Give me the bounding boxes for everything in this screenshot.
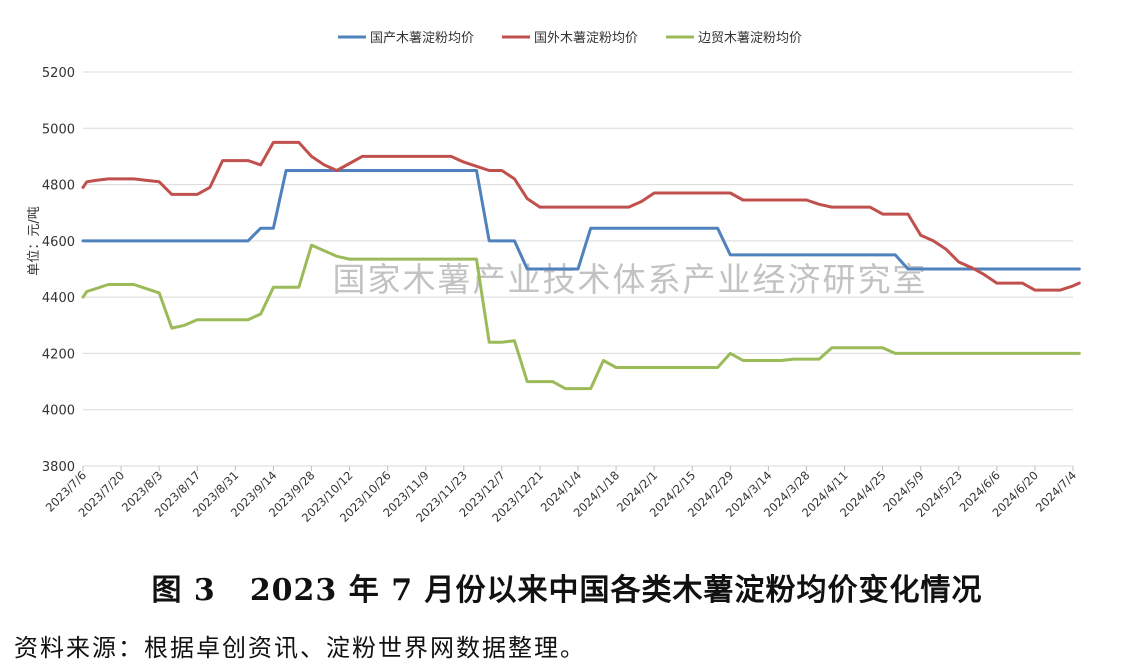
chart: 3800 4000 4200 4400 4600 4800 5000 5200 2023/7/… — [27, 31, 1081, 525]
y-tick-label: 4000 — [42, 404, 75, 419]
legend-label-2: 国外木薯淀粉均价 — [534, 31, 638, 46]
legend-label-3: 边贸木薯淀粉均价 — [698, 31, 802, 46]
y-tick-label: 4600 — [42, 235, 75, 250]
series-line-3 — [81, 243, 1081, 391]
series-line-2 — [81, 140, 1081, 292]
y-tick-label: 3800 — [42, 460, 75, 475]
x-axis-ticks: 2023/7/62023/7/202023/8/32023/8/172023/8… — [43, 466, 1079, 525]
y-tick-label: 5000 — [42, 122, 75, 137]
x-tick-label: 2024/7/4 — [1033, 468, 1079, 514]
legend-label-1: 国产木薯淀粉均价 — [370, 31, 474, 46]
figure-caption: 图 3 2023 年 7 月份以来中国各类木薯淀粉均价变化情况 — [0, 565, 1134, 609]
y-axis-ticks: 3800 4000 4200 4400 4600 4800 5000 5200 — [42, 66, 75, 475]
y-axis-label: 单位：元/吨 — [27, 206, 42, 275]
figure-title: 2023 年 7 月份以来中国各类木薯淀粉均价变化情况 — [249, 573, 983, 608]
watermark: 国家木薯产业技术体系产业经济研究室 — [333, 260, 928, 299]
series-line-1 — [81, 169, 1081, 271]
y-tick-label: 4400 — [42, 291, 75, 306]
y-tick-label: 4800 — [42, 179, 75, 194]
y-tick-label: 4200 — [42, 347, 75, 362]
legend: 国产木薯淀粉均价 国外木薯淀粉均价 边贸木薯淀粉均价 — [338, 31, 802, 46]
figure-number: 图 3 — [151, 573, 216, 608]
source-note: 资料来源：根据卓创资讯、淀粉世界网数据整理。 — [14, 634, 586, 662]
series-lines — [81, 140, 1081, 391]
y-tick-label: 5200 — [42, 66, 75, 81]
